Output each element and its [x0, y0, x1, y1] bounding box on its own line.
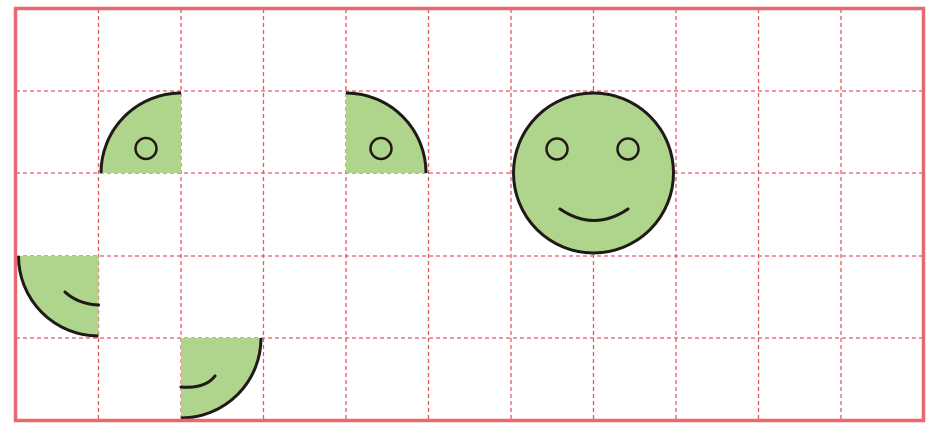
eye-icon: [134, 136, 158, 161]
quarter-fill: [18, 256, 99, 336]
left-eye-icon: [545, 137, 569, 161]
smile-icon: [558, 207, 630, 222]
grid-border: [13, 6, 926, 423]
quarter-fill: [101, 93, 181, 173]
quarter-fill: [181, 338, 261, 418]
quarter-arc: [345, 91, 428, 174]
quarter-arc: [17, 255, 99, 338]
eye-icon: [369, 136, 393, 161]
quarter-piece-top-right-with-eye: [345, 91, 428, 174]
smile-icon: [179, 374, 217, 389]
smiley-face: [512, 91, 675, 255]
smile-icon: [63, 290, 100, 307]
face-circle: [512, 91, 675, 255]
quarter-fill: [346, 93, 426, 173]
quarter-piece-bottom-right-with-smile: [179, 337, 263, 420]
quarter-arc: [180, 337, 263, 420]
quarter-piece-bottom-left-with-smile: [17, 255, 100, 338]
right-eye-icon: [616, 137, 640, 161]
quarter-piece-top-left-with-eye: [99, 91, 182, 174]
quarter-arc: [99, 91, 182, 174]
